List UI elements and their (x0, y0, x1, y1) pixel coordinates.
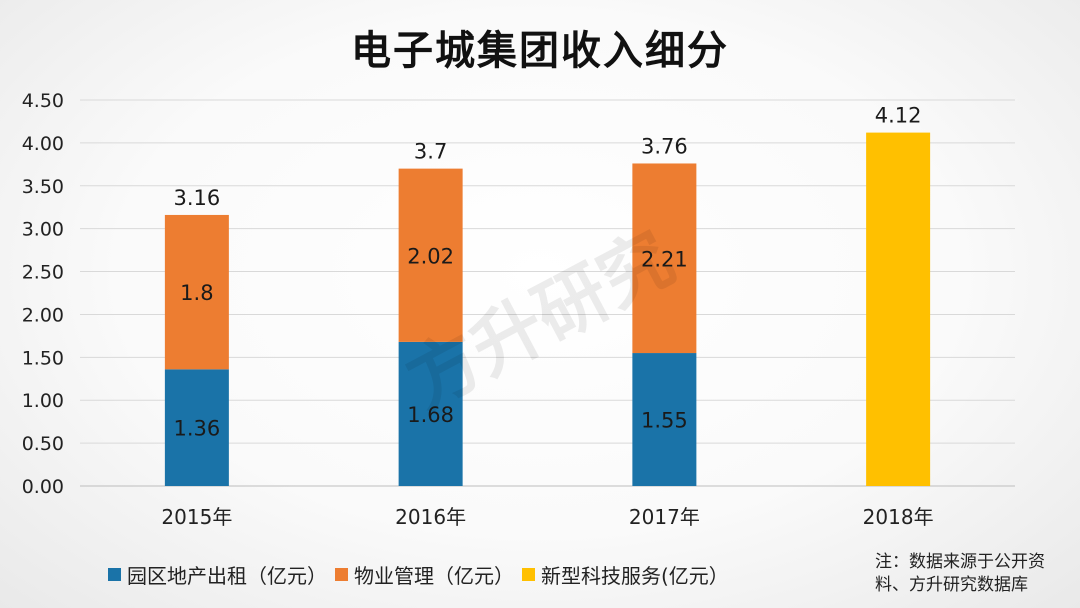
gridlines (80, 99, 1015, 487)
y-tick-label-8: 4.00 (22, 133, 64, 155)
y-tick-label-2: 1.00 (22, 390, 64, 412)
segment-label-2016年-series-1: 2.02 (407, 244, 454, 268)
y-axis: 0.00 0.50 1.00 1.50 2.00 2.50 3.00 3.50 4.00 4.50 (22, 90, 64, 498)
y-tick-label-0: 0.00 (22, 476, 64, 498)
legend: 园区地产出租（亿元） 物业管理（亿元） 新型科技服务(亿元） (108, 560, 737, 589)
bar-2018年-series-2 (866, 132, 931, 486)
source-note-line-1: 注：数据来源于公开资 (875, 552, 1045, 572)
y-tick-label-3: 1.50 (22, 347, 64, 369)
segment-label-2015年-series-1: 1.8 (180, 281, 213, 305)
bars (164, 132, 931, 486)
legend-label-2: 新型科技服务(亿元） (541, 564, 729, 588)
x-tick-label-0: 2015年 (161, 505, 232, 529)
source-note-line-2: 料、方升研究数据库 (875, 575, 1028, 595)
total-label-2016年: 3.7 (414, 140, 447, 164)
x-axis: 2015年 2016年 2017年 2018年 (161, 505, 933, 529)
bar-2015年-series-1 (164, 214, 229, 370)
segment-label-2016年-series-0: 1.68 (407, 403, 454, 427)
bar-2015年-series-0 (164, 369, 229, 486)
y-tick-label-5: 2.50 (22, 262, 64, 284)
x-tick-label-1: 2016年 (395, 505, 466, 529)
legend-swatch-0 (108, 568, 121, 581)
legend-item-2: 新型科技服务(亿元） (522, 560, 729, 589)
legend-label-0: 园区地产出租（亿元） (127, 564, 327, 588)
total-label-2018年: 4.12 (875, 104, 922, 128)
total-label-2017年: 3.76 (641, 134, 688, 158)
segment-label-2017年-series-1: 2.21 (641, 247, 688, 271)
y-tick-label-1: 0.50 (22, 433, 64, 455)
legend-item-1: 物业管理（亿元） (335, 560, 514, 589)
legend-swatch-2 (522, 568, 535, 581)
bar-2017年-series-0 (632, 353, 697, 486)
total-label-2015年: 3.16 (173, 186, 220, 210)
source-note: 注：数据来源于公开资 料、方升研究数据库 (875, 551, 1075, 597)
legend-swatch-1 (335, 568, 348, 581)
x-tick-label-2: 2017年 (629, 505, 700, 529)
segment-label-2015年-series-0: 1.36 (173, 417, 220, 441)
y-tick-label-4: 2.00 (22, 304, 64, 326)
legend-label-1: 物业管理（亿元） (354, 564, 514, 588)
data-labels: 1.36 1.8 3.16 1.68 2.02 3.7 1.55 2.21 3.76 4.12 (173, 104, 921, 441)
x-tick-label-3: 2018年 (863, 505, 934, 529)
legend-item-0: 园区地产出租（亿元） (108, 560, 327, 589)
bar-2016年-series-0 (398, 341, 463, 486)
bar-2017年-series-1 (632, 163, 697, 354)
y-tick-label-9: 4.50 (22, 90, 64, 112)
y-tick-label-7: 3.50 (22, 176, 64, 198)
y-tick-label-6: 3.00 (22, 219, 64, 241)
bar-2016年-series-1 (398, 168, 463, 342)
chart-title: 电子城集团收入细分 (351, 28, 729, 74)
segment-label-2017年-series-0: 1.55 (641, 409, 688, 433)
